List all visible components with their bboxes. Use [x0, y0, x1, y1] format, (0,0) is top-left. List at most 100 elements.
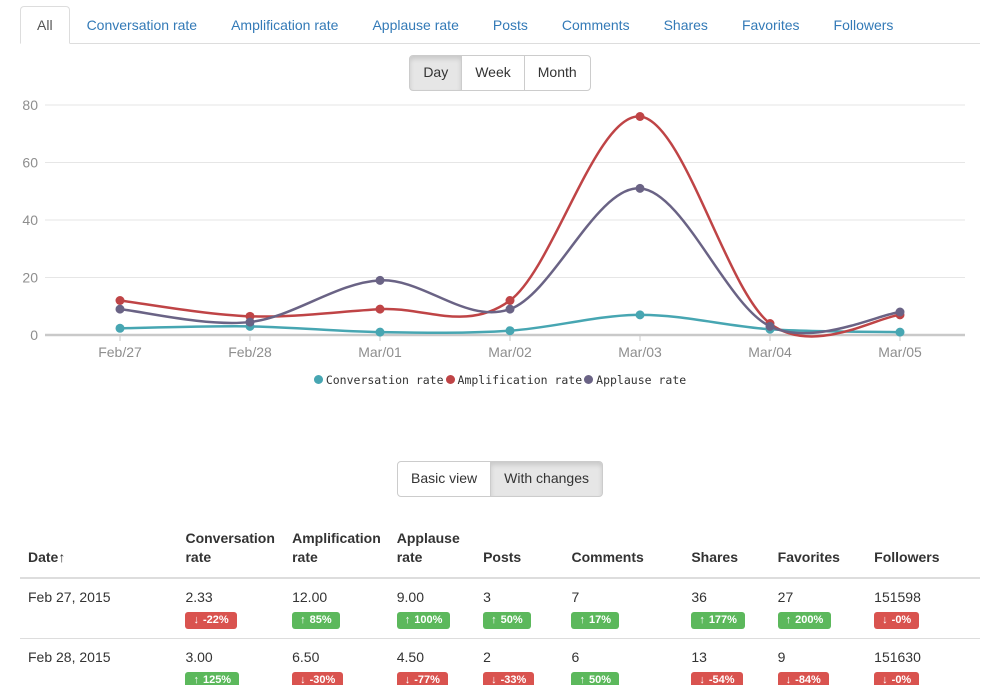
metric-cell: 2 ↓ -33%	[475, 638, 564, 685]
metric-value: 4.50	[396, 648, 424, 665]
change-percent: -77%	[414, 673, 440, 685]
legend-item-amplification-rate[interactable]: Amplification rate	[445, 373, 582, 387]
change-badge: ↑ 50%	[483, 611, 531, 629]
legend-label: Conversation rate	[325, 372, 444, 387]
tab-comments[interactable]: Comments	[561, 17, 630, 33]
change-badge: ↓ -54%	[691, 671, 743, 685]
arrow-down-icon: ↓	[300, 673, 306, 685]
arrow-up-icon: ↑	[404, 613, 411, 626]
day-button[interactable]: Day	[409, 55, 463, 91]
legend-item-conversation-rate[interactable]: Conversation rate	[313, 372, 444, 387]
data-point-amplification-rate[interactable]	[115, 295, 125, 305]
table-row: Feb 27, 2015 2.33 ↓ -22% 12.00 ↑ 85% 9.00 ↑ 100% 3…	[20, 577, 980, 639]
metric-value: 9.00	[396, 588, 424, 605]
data-point-applause-rate[interactable]	[765, 321, 775, 331]
column-header-applause-rate[interactable]: Applause rate	[388, 520, 476, 579]
data-point-applause-rate[interactable]	[245, 317, 255, 327]
x-axis-tick-label: Mar/01	[358, 344, 402, 360]
metric-value: 2	[483, 648, 491, 665]
change-badge: ↑ 85%	[292, 611, 340, 629]
data-point-applause-rate[interactable]	[895, 307, 905, 317]
legend-item-applause-rate[interactable]: Applause rate	[584, 373, 686, 387]
data-point-conversation-rate[interactable]	[375, 327, 385, 337]
metrics-line-chart: 0 20 40 60 80 Feb/27 Feb/28 Mar/01 Mar/02 Mar/03 M…	[20, 95, 980, 387]
tab-amplification-rate[interactable]: Amplification rate	[231, 17, 339, 33]
metric-value: 9	[777, 648, 786, 665]
column-header-amplification-rate[interactable]: Amplification rate	[284, 520, 389, 579]
metric-value: 151630	[874, 648, 921, 665]
tab-conversation-rate[interactable]: Conversation rate	[86, 17, 198, 33]
data-point-applause-rate[interactable]	[635, 183, 645, 193]
arrow-up-icon: ↑	[699, 613, 705, 626]
basic-view-button[interactable]: Basic view	[397, 460, 492, 497]
y-axis-tick-label: 60	[22, 154, 38, 170]
metric-value: 6	[571, 648, 580, 665]
change-badge: ↑ 17%	[571, 611, 619, 629]
column-header-shares[interactable]: Shares	[683, 520, 770, 579]
metric-cell: 27 ↑ 200%	[769, 577, 867, 639]
tab-posts[interactable]: Posts	[492, 17, 528, 33]
data-point-conversation-rate[interactable]	[115, 323, 125, 333]
x-axis-tick-label: Feb/27	[98, 344, 142, 360]
tab-applause-rate[interactable]: Applause rate	[372, 17, 459, 33]
column-header-favorites[interactable]: Favorites	[769, 520, 867, 579]
column-header-conversation-rate[interactable]: Conversation rate	[177, 520, 285, 579]
change-percent: 50%	[588, 673, 611, 685]
metrics-table: Date↑ Conversation rate Amplification rate…	[20, 520, 980, 685]
x-axis-tick-label: Feb/28	[228, 344, 272, 360]
metric-cell: 9 ↓ -84%	[769, 638, 867, 685]
x-axis-tick-label: Mar/02	[488, 344, 532, 360]
legend-label: Applause rate	[596, 372, 687, 387]
change-percent: 177%	[708, 613, 737, 626]
arrow-up-icon: ↑	[579, 673, 585, 685]
change-percent: 17%	[588, 613, 611, 626]
metric-cell: 6 ↑ 50%	[563, 638, 684, 685]
data-point-amplification-rate[interactable]	[505, 295, 515, 305]
metric-value: 6.50	[292, 648, 320, 665]
change-percent: -22%	[202, 613, 229, 626]
change-badge: ↑ 50%	[571, 671, 619, 685]
change-badge: ↓ -30%	[292, 671, 344, 685]
metric-value: 36	[691, 588, 707, 605]
change-badge: ↑ 100%	[396, 611, 451, 629]
data-point-applause-rate[interactable]	[115, 304, 125, 314]
y-axis-tick-label: 80	[22, 97, 38, 113]
metric-value: 2.33	[185, 588, 213, 605]
legend-dot-icon	[445, 375, 455, 385]
column-header-date[interactable]: Date↑	[20, 520, 178, 579]
column-header-comments[interactable]: Comments	[563, 520, 684, 579]
arrow-up-icon: ↑	[579, 613, 585, 626]
metric-cell: 3.00 ↑ 125%	[177, 638, 285, 685]
change-percent: 50%	[500, 613, 523, 626]
tab-shares[interactable]: Shares	[663, 17, 708, 33]
change-percent: -84%	[795, 673, 821, 685]
change-badge: ↑ 125%	[185, 671, 240, 685]
arrow-up-icon: ↑	[785, 613, 792, 626]
column-header-followers[interactable]: Followers	[866, 520, 980, 579]
metric-value: 7	[571, 588, 580, 605]
data-point-applause-rate[interactable]	[375, 275, 385, 285]
with-changes-button[interactable]: With changes	[490, 460, 603, 497]
metric-value: 13	[691, 648, 707, 665]
data-point-conversation-rate[interactable]	[895, 327, 905, 337]
x-axis-tick-label: Mar/05	[878, 344, 922, 360]
column-header-posts[interactable]: Posts	[475, 520, 564, 579]
tab-favorites[interactable]: Favorites	[741, 17, 800, 33]
arrow-up-icon: ↑	[193, 673, 199, 685]
metric-value: 12.00	[292, 588, 328, 605]
tab-all[interactable]: All	[20, 6, 70, 44]
arrow-down-icon: ↓	[699, 673, 705, 685]
tab-followers[interactable]: Followers	[833, 17, 894, 33]
arrow-down-icon: ↓	[785, 673, 792, 685]
data-point-applause-rate[interactable]	[505, 304, 515, 314]
month-button[interactable]: Month	[523, 55, 591, 91]
week-button[interactable]: Week	[461, 55, 525, 91]
data-point-conversation-rate[interactable]	[635, 310, 645, 320]
metric-value: 3	[483, 588, 491, 605]
metric-cell: 151598 ↓ -0%	[866, 577, 980, 639]
data-point-conversation-rate[interactable]	[505, 326, 515, 336]
data-point-amplification-rate[interactable]	[375, 304, 385, 314]
chart-canvas: 0 20 40 60 80 Feb/27 Feb/28 Mar/01 Mar/02 Mar/03 M…	[22, 97, 965, 360]
data-point-amplification-rate[interactable]	[635, 111, 645, 121]
range-toggle-wrap: Day Week Month	[0, 55, 1000, 91]
